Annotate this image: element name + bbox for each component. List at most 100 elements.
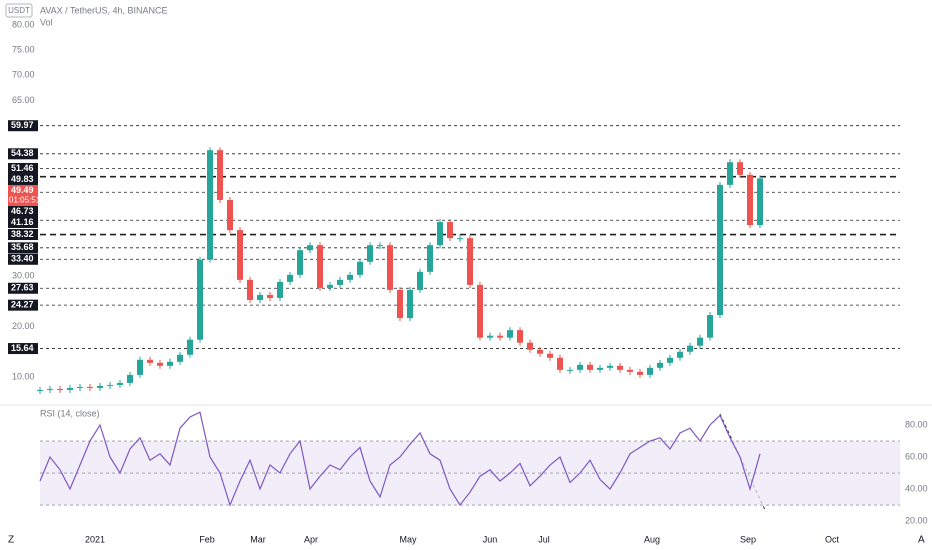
candle — [57, 388, 63, 390]
price-level-label: 54.38 — [11, 148, 34, 158]
y-tick-label: 70.00 — [12, 70, 35, 80]
price-level-label: 51.46 — [11, 163, 34, 173]
volume-label: Vol — [40, 17, 53, 27]
candle — [437, 222, 443, 246]
candle — [647, 367, 653, 375]
price-level-box — [8, 242, 38, 254]
candle — [207, 150, 213, 260]
candle — [307, 245, 313, 251]
candle — [557, 357, 563, 370]
y-tick-label: 20.00 — [12, 321, 35, 331]
current-price-box — [8, 184, 38, 206]
candle — [127, 374, 133, 383]
price-level-box — [8, 173, 38, 185]
candle — [107, 384, 113, 386]
candle — [747, 174, 753, 226]
rsi-tick-label: 80.00 — [905, 419, 928, 429]
candle — [157, 362, 163, 366]
candle — [117, 382, 123, 385]
corner-a: A — [918, 535, 925, 546]
rsi-tick-label: 20.00 — [905, 515, 928, 525]
candle — [577, 364, 583, 370]
candle — [147, 359, 153, 363]
candle — [727, 162, 733, 185]
candle — [77, 386, 83, 388]
candle — [177, 354, 183, 362]
candle — [287, 274, 293, 282]
y-tick-label: 75.00 — [12, 45, 35, 55]
candle — [717, 184, 723, 316]
x-tick-label: 2021 — [85, 534, 105, 544]
candle — [547, 353, 553, 358]
candle — [427, 245, 433, 272]
candle — [407, 289, 413, 319]
price-level-box — [8, 205, 38, 217]
candle — [697, 337, 703, 346]
candle — [527, 342, 533, 350]
candle — [607, 365, 613, 368]
price-level-box — [8, 120, 38, 132]
candle — [587, 364, 593, 370]
price-level-box — [8, 282, 38, 294]
current-price-label: 49.49 — [11, 185, 34, 195]
candle — [597, 367, 603, 370]
currency-box — [5, 3, 33, 18]
price-level-box — [8, 162, 38, 174]
countdown: 01:05:51 — [9, 196, 41, 205]
rsi-tick-label: 60.00 — [905, 451, 928, 461]
x-tick-label: Jun — [483, 534, 498, 544]
candle — [467, 238, 473, 285]
candle — [247, 279, 253, 300]
candle — [487, 335, 493, 338]
x-tick-label: Oct — [825, 534, 840, 544]
currency: USDT — [8, 6, 30, 15]
price-level-label: 46.73 — [11, 206, 34, 216]
x-tick-label: Apr — [304, 534, 318, 544]
candle — [657, 362, 663, 368]
candle — [627, 369, 633, 372]
y-tick-label: 30.00 — [12, 271, 35, 281]
candle — [47, 388, 53, 390]
rsi-tick-label: 40.00 — [905, 483, 928, 493]
candle — [357, 261, 363, 275]
candle — [97, 385, 103, 388]
candle — [237, 230, 243, 280]
candle — [637, 371, 643, 375]
candle — [677, 351, 683, 358]
price-level-box — [8, 253, 38, 265]
candle — [687, 345, 693, 352]
candle — [667, 357, 673, 363]
candle — [517, 330, 523, 343]
price-level-label: 27.63 — [11, 283, 34, 293]
price-level-box — [8, 148, 38, 160]
candle — [507, 330, 513, 338]
candle — [417, 271, 423, 290]
candle — [187, 339, 193, 355]
x-tick-label: Jul — [538, 534, 550, 544]
candle — [457, 238, 463, 240]
candle — [337, 279, 343, 285]
candle — [537, 349, 543, 354]
candle — [267, 294, 273, 298]
candle — [477, 284, 483, 338]
candle — [707, 315, 713, 338]
chart-title: AVAX / TetherUS, 4h, BINANCE — [40, 5, 168, 15]
price-level-label: 38.32 — [11, 229, 34, 239]
price-level-label: 59.97 — [11, 120, 34, 130]
price-level-label: 24.27 — [11, 300, 34, 310]
candle — [277, 281, 283, 298]
candle — [567, 369, 573, 371]
y-tick-label: 10.00 — [12, 371, 35, 381]
x-tick-label: May — [399, 534, 417, 544]
price-level-label: 35.68 — [11, 242, 34, 252]
candle — [397, 289, 403, 319]
price-level-box — [8, 299, 38, 311]
candle — [327, 284, 333, 288]
candle — [137, 359, 143, 375]
candle — [167, 361, 173, 366]
x-tick-label: Sep — [740, 534, 756, 544]
price-level-label: 41.16 — [11, 217, 34, 227]
corner-z: Z — [8, 535, 14, 546]
candle — [447, 222, 453, 239]
price-level-box — [8, 343, 38, 355]
